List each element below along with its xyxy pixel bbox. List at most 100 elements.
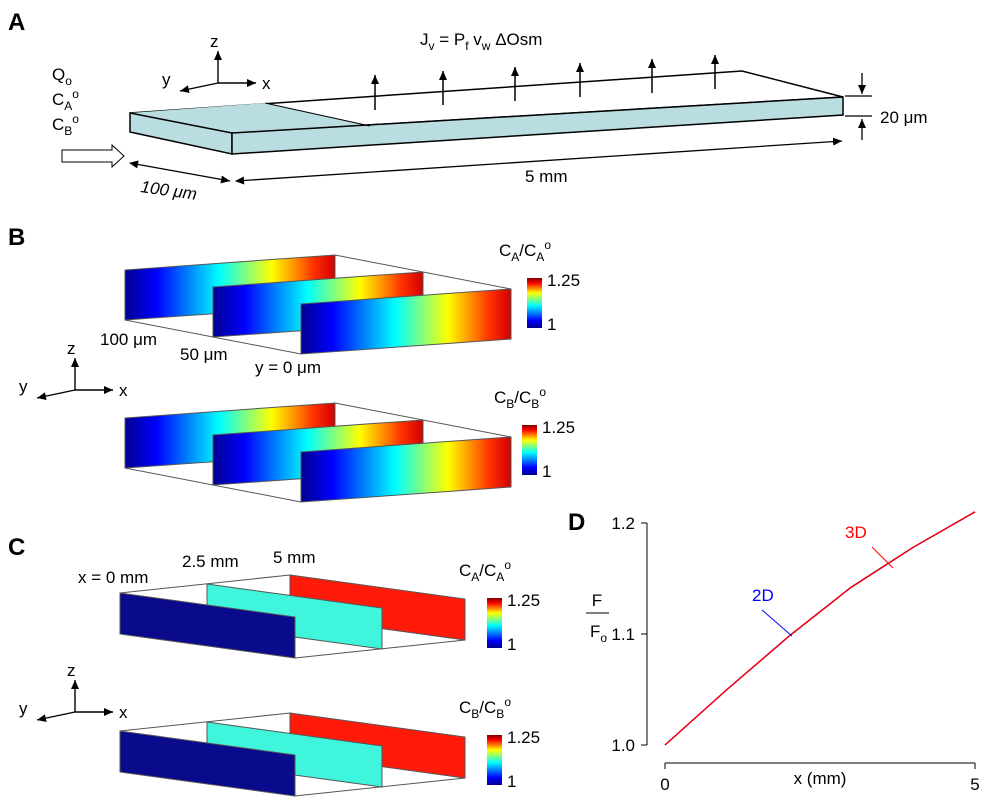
colorbar-label-part: C — [459, 698, 471, 717]
colorbar-label: CB/CBo — [494, 385, 546, 411]
flux-equation-part: f — [465, 39, 469, 53]
flux-equation-part: ΔOsm — [490, 30, 542, 49]
colorbar — [487, 598, 502, 648]
colorbar-label-part: B — [471, 707, 479, 721]
flux-equation-part: = P — [435, 30, 466, 49]
width-label: 100 μm — [139, 177, 198, 204]
flux-equation-part: v — [429, 39, 435, 53]
inlet-conc-a-part: o — [72, 87, 79, 101]
axis-arrow — [179, 82, 219, 94]
inlet-flow-part: Q — [52, 65, 65, 84]
y-tick-label: 1.0 — [611, 736, 635, 755]
axis-name: z — [210, 32, 219, 51]
y-tick-label: 1.2 — [611, 514, 635, 533]
inlet-conc-b-part: o — [72, 112, 79, 126]
slice-position: 50 μm — [180, 345, 228, 364]
concentration-slice — [119, 730, 296, 797]
box-edge — [119, 712, 291, 732]
slice-position: x = 0 mm — [78, 568, 148, 587]
inlet-conc-b-part: C — [52, 115, 64, 134]
panel-letter: C — [8, 534, 25, 561]
axis-name: z — [67, 339, 76, 358]
box-edge — [119, 574, 291, 594]
flux-equation: Jv = Pf vw ΔOsm — [420, 30, 542, 53]
colorbar-label-part: A — [471, 570, 479, 584]
panel-letter: B — [8, 224, 25, 251]
slice-position: 2.5 mm — [182, 552, 239, 571]
colorbar-max: 1.25 — [547, 271, 580, 290]
inlet-conc-a-part: C — [52, 90, 64, 109]
colorbar-label-part: /C — [519, 241, 536, 260]
flux-equation-part: J — [420, 30, 429, 49]
colorbar-label: CB/CBo — [459, 695, 511, 721]
colorbar-label-part: /C — [514, 388, 531, 407]
inlet-flow: Qo — [52, 65, 72, 88]
colorbar-min: 1 — [507, 772, 516, 791]
colorbar-label: CA/CAo — [459, 558, 511, 584]
y-axis-label-part: F — [590, 622, 600, 641]
length-label: 5 mm — [525, 167, 568, 186]
colorbar — [487, 735, 502, 785]
axis-name: y — [19, 377, 28, 396]
axis-name: x — [119, 381, 128, 400]
inflow-arrow — [61, 143, 125, 169]
flux-equation-part: v — [469, 30, 483, 49]
x-tick-label: 0 — [660, 775, 669, 794]
data-line — [664, 511, 976, 746]
axis-arrow — [36, 711, 76, 723]
colorbar-label-part: A — [511, 250, 519, 264]
y-tick-label: 1.1 — [611, 625, 635, 644]
colorbar-label-part: o — [539, 385, 546, 399]
y-axis-label: Fo — [590, 622, 607, 645]
concentration-slice — [119, 592, 296, 659]
panel-letter: A — [8, 9, 25, 36]
axis-name: y — [162, 70, 171, 89]
inlet-conc-a: CAo — [52, 87, 79, 113]
leader-line — [761, 609, 793, 637]
colorbar-label-part: o — [504, 695, 511, 709]
colorbar-label-part: B — [506, 397, 514, 411]
axes-triad — [36, 680, 113, 723]
colorbar-min: 1 — [542, 462, 551, 481]
slice-position: 5 mm — [273, 548, 316, 567]
y-axis-label: F — [592, 591, 602, 610]
colorbar-max: 1.25 — [507, 591, 540, 610]
flux-arrows — [371, 55, 719, 110]
axes-triad — [36, 358, 113, 401]
series-label: 3D — [845, 523, 867, 542]
colorbar-label-part: C — [459, 561, 471, 580]
colorbar-label: CA/CAo — [499, 238, 551, 264]
axes-triad — [179, 51, 256, 94]
colorbar-label-part: C — [499, 241, 511, 260]
axis-name: x — [262, 74, 271, 93]
concentration-slice — [300, 288, 512, 355]
colorbar-label-part: B — [496, 707, 504, 721]
colorbar-label-part: A — [536, 250, 544, 264]
colorbar-label-part: A — [496, 570, 504, 584]
colorbar-max: 1.25 — [507, 728, 540, 747]
x-tick-label: 5 — [970, 775, 979, 794]
colorbar — [527, 278, 542, 328]
colorbar-min: 1 — [507, 635, 516, 654]
x-axis-label: x (mm) — [794, 769, 847, 788]
colorbar — [522, 425, 537, 475]
colorbar-label-part: o — [544, 238, 551, 252]
colorbar-min: 1 — [547, 315, 556, 334]
colorbar-label-part: /C — [479, 561, 496, 580]
inlet-conc-b: CBo — [52, 112, 79, 138]
slice-position: y = 0 μm — [255, 358, 321, 377]
series-label: 2D — [752, 586, 774, 605]
axis-arrow — [36, 389, 76, 401]
colorbar-label-part: /C — [479, 698, 496, 717]
leader-line — [871, 546, 894, 569]
axis-name: y — [19, 699, 28, 718]
inlet-conc-a-part: A — [64, 99, 72, 113]
panel-letter: D — [568, 509, 585, 536]
y-axis-label-part: o — [600, 631, 607, 645]
height-label: 20 μm — [880, 108, 928, 127]
dimension-arrows — [129, 73, 872, 185]
flux-equation-part: w — [481, 39, 491, 53]
axis-name: z — [67, 661, 76, 680]
inlet-conc-b-part: B — [64, 124, 72, 138]
